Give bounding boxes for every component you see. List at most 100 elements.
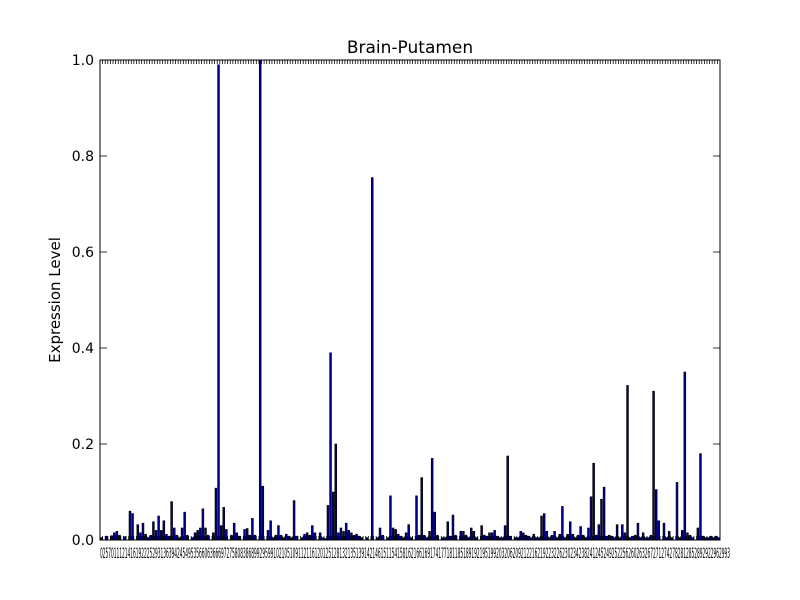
- bar: [350, 532, 353, 541]
- bar: [469, 527, 473, 541]
- bar: [305, 532, 309, 541]
- bar: [571, 533, 575, 541]
- bar: [248, 534, 252, 541]
- bar: [149, 534, 153, 541]
- bar: [183, 511, 186, 541]
- bar: [433, 511, 436, 541]
- bar: [159, 530, 163, 541]
- bar: [566, 533, 569, 541]
- bar: [532, 533, 535, 541]
- bar: [641, 532, 645, 541]
- bar: [626, 385, 629, 541]
- bar: [701, 535, 705, 541]
- bar: [170, 501, 173, 541]
- bar: [688, 534, 692, 541]
- ticks-group: [99, 59, 721, 541]
- bar: [483, 534, 486, 541]
- bar: [699, 453, 702, 541]
- bar: [592, 462, 595, 541]
- bar: [199, 527, 202, 541]
- bar: [378, 527, 382, 541]
- bar: [449, 535, 452, 541]
- bar: [285, 533, 288, 541]
- bar: [136, 524, 140, 541]
- bar: [139, 532, 142, 541]
- bar: [522, 532, 525, 541]
- bar: [680, 530, 684, 541]
- bar: [357, 535, 361, 541]
- bar: [352, 534, 356, 541]
- bar: [394, 529, 397, 541]
- bar: [493, 530, 496, 541]
- bar: [225, 529, 228, 541]
- bar: [506, 455, 509, 541]
- bar: [600, 498, 603, 541]
- bar: [113, 532, 116, 541]
- bar: [490, 532, 494, 541]
- bar: [329, 352, 332, 541]
- bar: [608, 534, 611, 541]
- bar: [222, 507, 225, 541]
- bar: [269, 520, 272, 541]
- bar: [428, 531, 431, 541]
- bar: [381, 534, 384, 541]
- bar: [370, 177, 374, 541]
- bar: [337, 532, 340, 541]
- bar: [118, 534, 121, 541]
- bar: [714, 535, 718, 541]
- bar: [186, 534, 189, 541]
- bar: [167, 535, 171, 541]
- bar: [344, 522, 348, 541]
- bar: [595, 534, 598, 541]
- bar: [217, 64, 220, 541]
- bar: [480, 525, 483, 541]
- bar: [243, 529, 246, 541]
- bar: [496, 535, 499, 541]
- bar: [141, 522, 145, 541]
- bar: [245, 528, 249, 541]
- bar: [634, 534, 637, 541]
- bar: [488, 532, 491, 541]
- bar: [451, 514, 455, 541]
- y-tick-label: 1.0: [72, 53, 94, 69]
- bar: [576, 534, 580, 541]
- bar: [568, 521, 572, 541]
- y-tick-label: 0.2: [72, 437, 94, 453]
- bar: [527, 535, 530, 541]
- bar: [524, 534, 528, 541]
- bar: [313, 532, 317, 541]
- bar: [152, 521, 155, 541]
- bar: [404, 532, 408, 541]
- bar: [253, 534, 257, 541]
- bar: [709, 535, 713, 541]
- bar: [238, 535, 241, 541]
- bar: [212, 532, 215, 541]
- bar: [339, 527, 343, 541]
- bars-group: [100, 59, 720, 541]
- bar: [128, 510, 132, 541]
- bar: [391, 527, 395, 541]
- bar: [235, 532, 239, 541]
- y-tick-label: 0.4: [72, 341, 94, 357]
- bar: [326, 505, 330, 541]
- bar: [261, 485, 265, 541]
- bar: [308, 534, 311, 541]
- bar: [206, 534, 210, 541]
- bar: [587, 527, 590, 541]
- bar: [342, 531, 345, 541]
- bar: [266, 530, 270, 541]
- bar: [230, 534, 233, 541]
- bar: [662, 522, 666, 541]
- y-tick-label: 0.6: [72, 245, 94, 261]
- bar: [446, 521, 450, 541]
- bar: [696, 527, 700, 541]
- bar: [193, 532, 197, 541]
- bar: [180, 527, 184, 541]
- bar: [675, 482, 679, 541]
- bar: [162, 520, 166, 541]
- bar: [279, 534, 283, 541]
- bar: [589, 496, 593, 541]
- bar: [318, 532, 322, 541]
- bar: [579, 526, 582, 541]
- bar: [423, 534, 426, 541]
